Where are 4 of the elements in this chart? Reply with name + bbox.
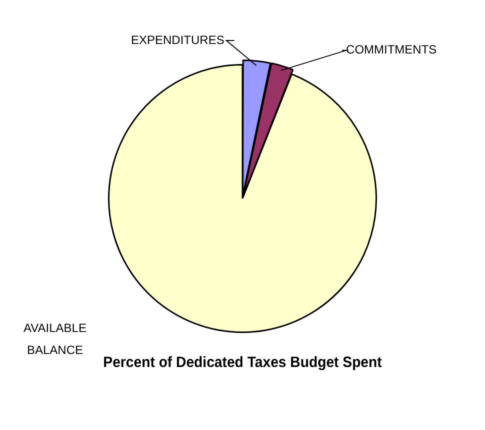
- slice-label: COMMITMENTS: [346, 42, 437, 57]
- slice-label: EXPENDITURES: [130, 32, 224, 47]
- slice-label: AVAILABLE BALANCE: [24, 321, 86, 358]
- text: Percent of Dedicated Taxes Budget Spent: [103, 354, 382, 372]
